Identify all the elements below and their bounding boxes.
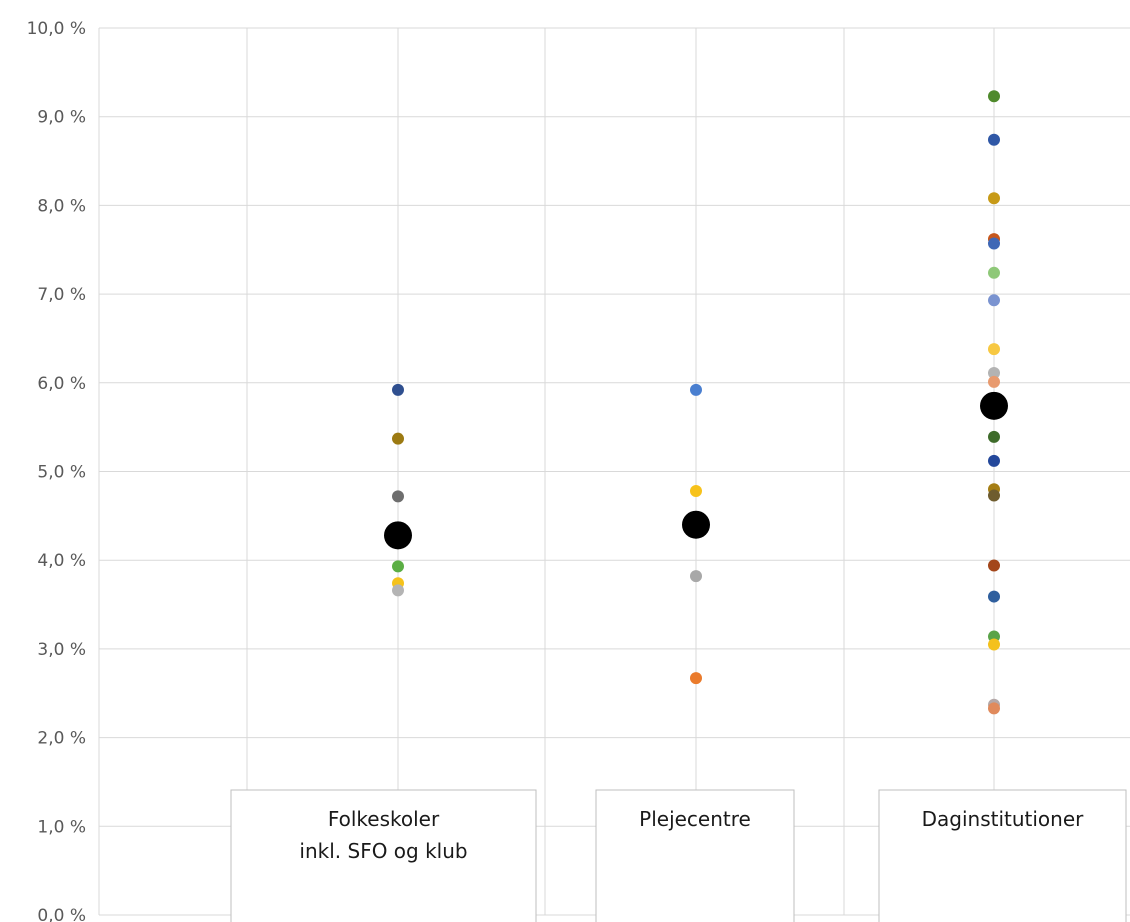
data-point: [988, 430, 1000, 443]
data-point: [690, 383, 702, 396]
average-point: [980, 391, 1008, 420]
y-tick-label: 1,0 %: [37, 817, 86, 837]
data-point: [392, 383, 404, 396]
category-label: Plejecentre: [639, 807, 751, 831]
grid: [98, 27, 1130, 916]
category-label-box: Plejecentre: [595, 789, 795, 922]
y-tick-label: 0,0 %: [37, 906, 86, 922]
data-point: [988, 266, 1000, 279]
data-point: [392, 490, 404, 503]
y-tick-label: 4,0 %: [37, 551, 86, 571]
y-tick-label: 2,0 %: [37, 729, 86, 749]
y-tick-label: 8,0 %: [37, 196, 86, 216]
data-point: [988, 192, 1000, 205]
data-point: [988, 237, 1000, 250]
y-tick-label: 10,0 %: [27, 19, 86, 39]
data-point: [988, 638, 1000, 651]
data-point: [988, 294, 1000, 307]
data-point: [988, 133, 1000, 146]
y-tick-label: 6,0 %: [37, 374, 86, 394]
data-point: [988, 375, 1000, 388]
data-point: [988, 90, 1000, 103]
category-label-frame: [878, 789, 1127, 922]
category-label-frame: [230, 789, 537, 922]
y-tick-label: 7,0 %: [37, 285, 86, 305]
data-point: [392, 432, 404, 445]
category-label: Folkeskoler: [328, 807, 440, 831]
data-point: [392, 560, 404, 573]
category-labels: Folkeskoler inkl. SFO og klub Plejecentre D…: [230, 789, 1127, 922]
category-label: inkl. SFO og klub: [299, 839, 467, 863]
data-point: [690, 570, 702, 583]
y-axis-ticks: 0,0 % 1,0 % 2,0 % 3,0 % 4,0 % 5,0 % 6,0 % 7,0 %…: [27, 19, 86, 922]
category-label-box: Folkeskoler inkl. SFO og klub: [230, 789, 537, 922]
category-label-frame: [595, 789, 795, 922]
data-point: [988, 343, 1000, 356]
data-point: [988, 367, 1000, 380]
category-label-box: Daginstitutioner: [878, 789, 1127, 922]
data-point: [988, 590, 1000, 603]
y-tick-label: 9,0 %: [37, 108, 86, 128]
data-points: [384, 90, 1008, 715]
y-tick-label: 3,0 %: [37, 640, 86, 660]
data-point: [988, 559, 1000, 572]
data-point: [690, 672, 702, 685]
y-tick-label: 5,0 %: [37, 463, 86, 483]
category-label: Daginstitutioner: [922, 807, 1085, 831]
data-point: [392, 584, 404, 597]
data-point: [690, 485, 702, 498]
data-point: [988, 489, 1000, 502]
average-point: [682, 510, 710, 539]
average-point: [384, 521, 412, 550]
data-point: [988, 454, 1000, 467]
data-point: [988, 702, 1000, 715]
